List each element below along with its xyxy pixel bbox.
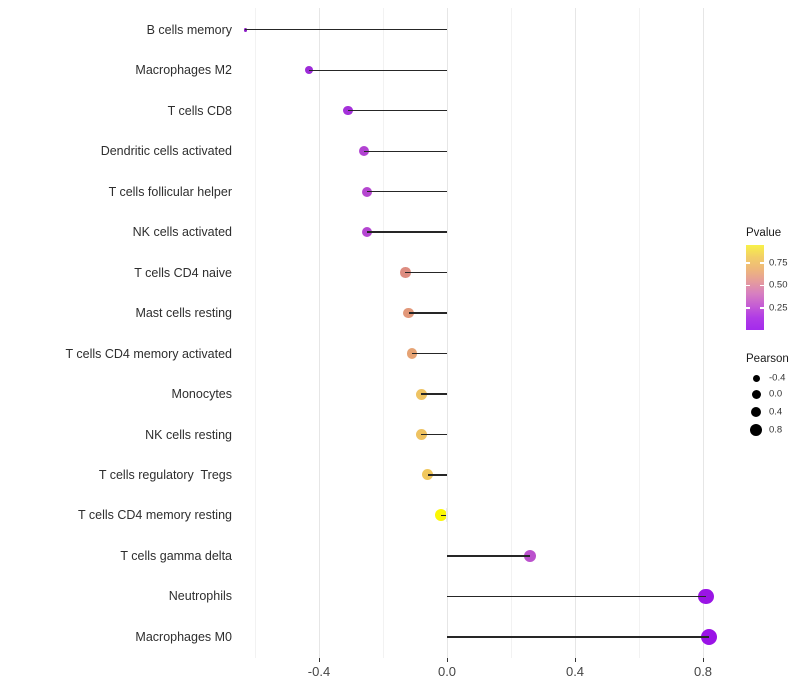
lollipop-dot (698, 588, 714, 605)
x-tick-label: 0.8 (693, 664, 713, 679)
colorbar-tick-right (760, 284, 764, 287)
colorbar-label: 0.50 (769, 279, 788, 291)
row-label: Neutrophils (168, 589, 232, 604)
lollipop-segment (427, 474, 447, 476)
lollipop-segment (367, 190, 447, 193)
colorbar-label: 0.75 (769, 257, 788, 269)
lollipop-segment (245, 29, 447, 31)
colorbar-tick-left (746, 307, 750, 309)
row-label: T cells CD4 memory resting (78, 508, 232, 523)
lollipop-segment (421, 393, 447, 395)
row-label: Macrophages M2 (135, 63, 232, 78)
x-tick-label: -0.4 (307, 664, 331, 679)
pearson-size-dot (751, 389, 761, 399)
lollipop-segment (421, 433, 447, 436)
row-label: T cells gamma delta (120, 548, 232, 563)
gridline-major (319, 8, 320, 658)
gridline-minor (255, 8, 256, 658)
row-label: T cells CD8 (167, 103, 232, 118)
lollipop-dot (701, 628, 718, 645)
row-label: Monocytes (171, 387, 232, 402)
pearson-size-label: 0.4 (769, 406, 783, 418)
lollipop-segment (447, 636, 710, 638)
lollipop-segment (367, 231, 447, 233)
gridline-over-dot (446, 508, 448, 523)
pearson-size-label: -0.4 (769, 372, 786, 384)
row-label: Dendritic cells activated (100, 144, 232, 159)
lollipop-segment (440, 514, 447, 517)
pearson-size-label: 0.0 (769, 388, 783, 400)
lollipop-segment (405, 271, 447, 274)
lollipop-segment (408, 312, 447, 314)
legend-pearson-title: Pearson (746, 353, 789, 365)
lollipop-segment (363, 150, 447, 152)
legend-pvalue-title: Pvalue (746, 227, 782, 239)
colorbar-tick-right (760, 307, 764, 309)
colorbar-tick-left (746, 284, 750, 287)
gridline-minor (383, 8, 384, 658)
x-tick-mark (447, 658, 448, 662)
row-label: T cells follicular helper (108, 184, 232, 199)
x-tick-mark (319, 658, 320, 662)
row-label: T cells regulatory Tregs (98, 467, 232, 482)
gridline-major (575, 8, 576, 658)
row-label: T cells CD4 memory activated (65, 346, 233, 361)
pearson-size-dot (750, 406, 762, 418)
row-label: Macrophages M0 (135, 629, 232, 644)
row-label: NK cells activated (132, 225, 232, 240)
x-tick-label: 0.0 (437, 664, 457, 679)
row-label: B cells memory (146, 22, 232, 37)
gridline-minor (511, 8, 512, 658)
row-label: Mast cells resting (135, 306, 232, 321)
lollipop-segment (309, 69, 447, 71)
lollipop-segment (447, 595, 707, 598)
gridline-major (447, 8, 448, 658)
colorbar-tick-right (760, 262, 764, 264)
row-label: NK cells resting (145, 427, 232, 442)
pearson-size-label: 0.8 (769, 424, 783, 436)
lollipop-segment (411, 352, 447, 355)
colorbar-tick-left (746, 262, 750, 264)
lollipop-segment (347, 110, 447, 112)
pearson-size-dot (749, 423, 763, 437)
x-tick-mark (575, 658, 576, 662)
row-label: T cells CD4 naive (134, 265, 232, 280)
lollipop-segment (447, 555, 531, 557)
colorbar-label: 0.25 (769, 302, 788, 314)
pearson-size-dot (752, 374, 760, 382)
lollipop-dot (524, 549, 537, 562)
x-tick-mark (703, 658, 704, 662)
gridline-minor (639, 8, 640, 658)
pvalue-colorbar (746, 245, 764, 330)
gridline-major (703, 8, 704, 658)
x-tick-label: 0.4 (565, 664, 585, 679)
